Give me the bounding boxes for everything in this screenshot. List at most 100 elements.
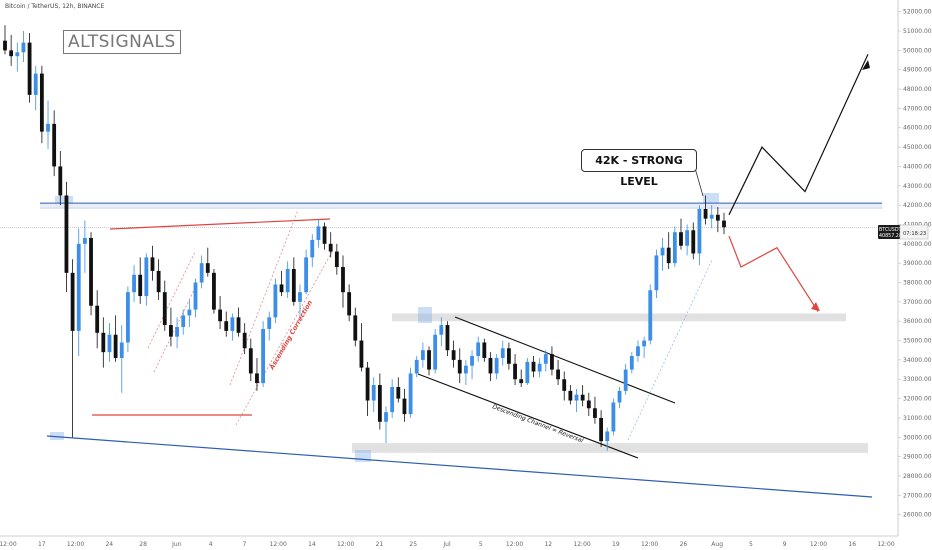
candle-body [439, 325, 444, 335]
candle-body [494, 357, 499, 374]
candle-body [568, 390, 573, 401]
candle-body [58, 166, 63, 196]
candle-body [543, 354, 548, 364]
candle-body [500, 348, 505, 358]
y-tick-label: 43000.00 [903, 183, 932, 190]
candle-body [451, 350, 456, 360]
candle-body [150, 257, 155, 271]
candle-body [617, 390, 622, 403]
x-tick-label: 19 [612, 541, 620, 548]
candle-body [310, 239, 315, 258]
candle-body [205, 263, 210, 273]
candle-body [402, 398, 407, 415]
candle-body [119, 342, 124, 358]
candle-body [660, 247, 665, 256]
candle-body [642, 340, 647, 347]
candle-body [672, 232, 677, 264]
y-tick-label: 47000.00 [903, 105, 932, 112]
channel-upper-line [454, 316, 676, 404]
candle-body [199, 263, 204, 283]
y-tick-label: 36000.00 [903, 318, 932, 325]
candle-body [691, 230, 696, 254]
candle-body [248, 348, 253, 374]
candle-body [365, 367, 370, 401]
candle-body [334, 251, 339, 268]
x-tick-label: 24 [105, 541, 113, 548]
candle-body [574, 394, 579, 401]
candle-body [593, 408, 597, 418]
candle-body [605, 431, 610, 442]
candle-body [476, 342, 481, 357]
candle-body [162, 292, 167, 326]
candle-body [316, 226, 321, 240]
candle-body [169, 325, 173, 337]
candle-body [126, 292, 130, 343]
x-tick-label: Aug [711, 541, 723, 548]
candle-body [46, 123, 50, 132]
candle-body [562, 379, 567, 391]
y-tick-label: 52000.00 [903, 9, 932, 16]
candle-body [537, 363, 542, 372]
x-tick-label: 21 [376, 541, 384, 548]
candle-body [187, 309, 192, 316]
candle-body [488, 357, 493, 374]
candle-body [531, 361, 536, 372]
x-tick-label: 17 [38, 541, 46, 548]
candle-body [420, 350, 425, 360]
touch-highlight [418, 307, 432, 323]
candle-body [722, 220, 726, 228]
candle-body [267, 317, 272, 329]
trend-drawings [46, 209, 873, 498]
price-axis: 26000.00 27000.00 28000.00 29000.00 30000.00… [898, 9, 932, 519]
bullish-arrowhead [862, 60, 870, 70]
candle-body [181, 315, 186, 328]
touch-highlight [50, 432, 64, 440]
x-tick-label: 12:00 [506, 541, 523, 548]
price-tag-symbol: BTCUSDT [879, 227, 902, 233]
bearish-projection [728, 235, 819, 312]
y-tick-label: 49000.00 [903, 67, 932, 74]
candle-body [463, 365, 468, 374]
x-tick-label: 12:00 [641, 541, 658, 548]
candle-body [556, 369, 560, 380]
candle-body [525, 361, 530, 384]
candle-body [70, 272, 75, 331]
candle-body [433, 334, 438, 370]
x-tick-label: 12:00 [337, 541, 354, 548]
x-tick-label: 4 [209, 541, 213, 548]
candle-body [39, 73, 44, 132]
candle-body [76, 243, 81, 331]
candle-body [470, 356, 474, 366]
candle-body [113, 334, 118, 358]
strong-level-band [40, 203, 882, 209]
y-tick-label: 42000.00 [903, 202, 932, 209]
support-zone [352, 443, 868, 453]
x-tick-label: 28 [139, 541, 147, 548]
x-tick-label: 25 [409, 541, 417, 548]
y-tick-label: 45000.00 [903, 144, 932, 151]
candle-body [709, 214, 714, 219]
candle-body [175, 327, 179, 337]
candle-body [654, 255, 659, 291]
candle-body [482, 342, 487, 358]
y-tick-label: 39000.00 [903, 260, 932, 267]
bearish-arrowhead [811, 302, 820, 311]
y-tick-label: 32000.00 [903, 396, 932, 403]
candle-body [242, 332, 247, 349]
candle-body [457, 359, 462, 374]
candle-body [666, 247, 671, 264]
candle-body [9, 50, 14, 57]
x-tick-label: 12:00 [573, 541, 590, 548]
candle-body [648, 290, 653, 341]
candle-body [347, 292, 352, 316]
candle-body [715, 214, 720, 221]
x-tick-label: 26 [680, 541, 688, 548]
candle-body [427, 350, 431, 370]
x-tick-label: Jun [171, 541, 182, 548]
candle-body [27, 42, 32, 95]
projection-paths [728, 53, 870, 312]
candle-body [550, 354, 554, 370]
candle-body [304, 257, 309, 293]
candle-body [218, 309, 222, 322]
